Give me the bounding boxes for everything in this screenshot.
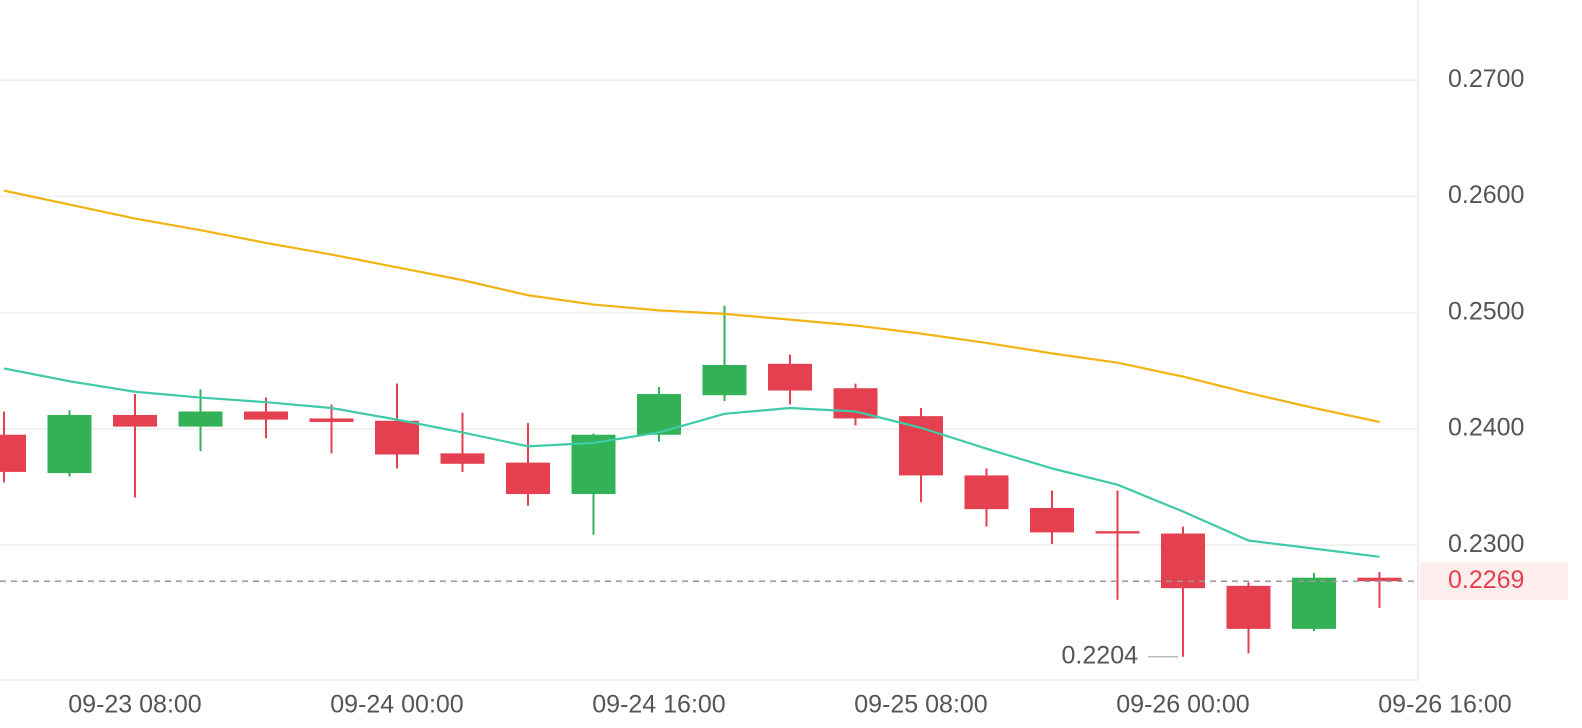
candle-body [309, 418, 354, 422]
y-tick-label: 0.2500 [1448, 297, 1524, 325]
x-tick-label: 09-23 08:00 [68, 691, 201, 719]
candle-body [964, 475, 1009, 510]
candle-body [1292, 577, 1336, 629]
candle-body [1030, 507, 1074, 533]
ma-line [3, 367, 1380, 558]
candle-body [1095, 531, 1140, 534]
y-tick-label: 0.2600 [1448, 181, 1524, 209]
candle-body [178, 411, 223, 427]
candle-body [1357, 577, 1402, 582]
candle-body [375, 420, 419, 455]
last-price-label: 0.2269 [1448, 566, 1524, 594]
candle-body [440, 453, 485, 464]
candle-body [768, 363, 812, 391]
x-tick-label: 09-24 16:00 [592, 691, 725, 719]
candle-body [1161, 533, 1205, 589]
candle-body [0, 434, 26, 472]
x-tick-label: 09-25 08:00 [854, 691, 987, 719]
y-tick-label: 0.2400 [1448, 414, 1524, 442]
candle-body [702, 364, 747, 396]
candle-body [47, 414, 92, 474]
candle-body [506, 462, 550, 495]
low-marker-label: 0.2204 [1062, 641, 1139, 669]
x-tick-label: 09-26 16:00 [1378, 691, 1511, 719]
x-tick-label: 09-24 00:00 [330, 691, 463, 719]
candle-body [899, 416, 943, 476]
y-tick-label: 0.2700 [1448, 65, 1524, 93]
candle-body [113, 414, 157, 427]
candle-body [244, 411, 288, 420]
last-price-box [1420, 562, 1568, 601]
y-tick-label: 0.2300 [1448, 530, 1524, 558]
x-tick-label: 09-26 00:00 [1116, 691, 1249, 719]
candle-body [1226, 585, 1271, 629]
candle-body [833, 388, 878, 419]
ma-line [3, 189, 1380, 424]
